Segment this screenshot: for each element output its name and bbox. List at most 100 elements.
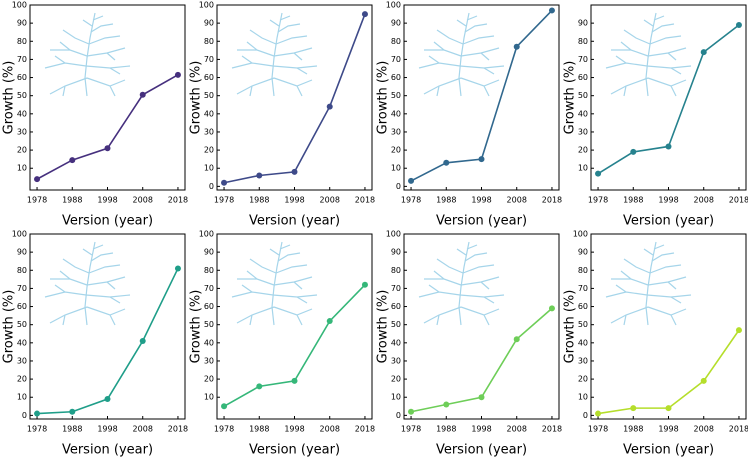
y-tick-label: 50 [17,320,27,329]
y-axis-label: Growth (%) [189,290,204,364]
x-tick-label: 1988 [62,196,82,205]
y-tick-label: 10 [17,393,27,402]
y-tick-label: 30 [17,356,27,365]
data-point [443,159,450,166]
x-tick-label: 2018 [542,196,562,205]
x-axis-label: Version (year) [436,214,527,229]
y-tick-label: 40 [17,109,27,118]
panel: 10 20 30 40 50 60 70 80 90 100 1978 1988 1998 2008 201… [189,230,376,458]
tree-illustration [606,13,691,96]
y-tick-label: 40 [17,338,27,347]
x-tick-label: 2008 [694,196,714,205]
data-point [174,265,181,272]
y-tick-label: 60 [391,302,401,311]
y-tick-label: 20 [204,375,214,384]
x-tick-label: 1998 [284,196,304,205]
x-tick-label: 1998 [284,425,304,434]
y-tick-label: 20 [17,375,27,384]
data-point [221,179,228,186]
data-line [597,329,740,415]
panel: 0 10 20 30 40 50 60 70 80 90 100 1978 1988 1998 2008 20… [563,230,748,458]
x-tick-label: 2018 [729,196,748,205]
y-tick-label: 70 [391,55,401,64]
x-tick-label: 1988 [249,196,269,205]
y-tick-label: 0 [396,411,401,420]
y-tick-label: 20 [578,146,588,155]
x-tick-label: 1988 [436,196,456,205]
data-point [326,318,333,325]
plot-frame [216,4,373,191]
y-tick-label: 10 [204,164,214,173]
y-tick-label: 80 [17,37,27,46]
x-tick-label: 2008 [320,196,340,205]
y-tick-label: 100 [199,1,214,10]
y-tick-label: 30 [204,127,214,136]
y-axis-label: Growth (%) [376,290,391,364]
y-tick-label: 10 [17,164,27,173]
data-point [735,327,742,334]
x-axis-label: Version (year) [436,443,527,458]
y-tick-label: 50 [17,91,27,100]
data-point [139,91,146,98]
y-tick-label: 90 [17,248,27,257]
plot-frame [29,233,186,420]
y-tick-label: 10 [578,164,588,173]
y-axis-label: Growth (%) [563,290,578,364]
data-point [478,394,485,401]
plot-frame [29,4,186,191]
y-tick-label: 20 [204,146,214,155]
data-point [69,157,76,164]
y-tick-label: 80 [204,37,214,46]
data-point [408,177,415,184]
plot-frame [403,233,560,420]
y-tick-label: 70 [578,284,588,293]
data-line [410,9,553,182]
y-tick-label: 80 [204,266,214,275]
panel: 0 10 20 30 40 50 60 70 80 90 100 1978 1988 1998 2008 20… [2,230,189,458]
tree-illustration [45,13,130,96]
y-tick-label: 90 [578,248,588,257]
data-point [548,305,555,312]
y-tick-label: 40 [391,109,401,118]
y-tick-label: 80 [17,266,27,275]
y-tick-label: 60 [578,73,588,82]
data-line [37,268,179,415]
data-point [443,401,450,408]
x-tick-label: 2018 [168,425,188,434]
y-tick-label: 50 [391,320,401,329]
x-tick-label: 2008 [694,425,714,434]
data-line [597,24,740,175]
y-tick-label: 100 [12,1,27,10]
y-tick-label: 60 [391,73,401,82]
y-tick-label: 100 [386,230,401,239]
x-tick-label: 1978 [401,425,421,434]
tree-illustration [232,13,317,96]
y-tick-label: 60 [204,73,214,82]
data-point [326,103,333,110]
y-tick-label: 70 [578,55,588,64]
y-tick-label: 50 [578,320,588,329]
x-axis-label: Version (year) [623,443,714,458]
y-tick-label: 40 [578,109,588,118]
y-tick-label: 50 [204,320,214,329]
plot-frame [403,4,560,191]
y-axis-label: Growth (%) [376,61,391,135]
y-tick-label: 80 [391,266,401,275]
y-tick-label: 20 [391,146,401,155]
y-tick-label: 90 [391,19,401,28]
x-tick-label: 1978 [588,425,608,434]
data-point [174,71,181,78]
y-tick-label: 40 [204,109,214,118]
x-tick-label: 1998 [471,196,491,205]
y-tick-label: 60 [17,73,27,82]
y-tick-label: 0 [209,182,214,191]
x-tick-label: 1998 [97,425,117,434]
y-tick-label: 30 [578,127,588,136]
x-tick-label: 2008 [507,425,527,434]
tree-illustration [606,242,691,325]
y-tick-label: 100 [386,1,401,10]
x-tick-label: 1998 [97,196,117,205]
y-tick-label: 10 [391,393,401,402]
x-axis-label: Version (year) [62,214,153,229]
